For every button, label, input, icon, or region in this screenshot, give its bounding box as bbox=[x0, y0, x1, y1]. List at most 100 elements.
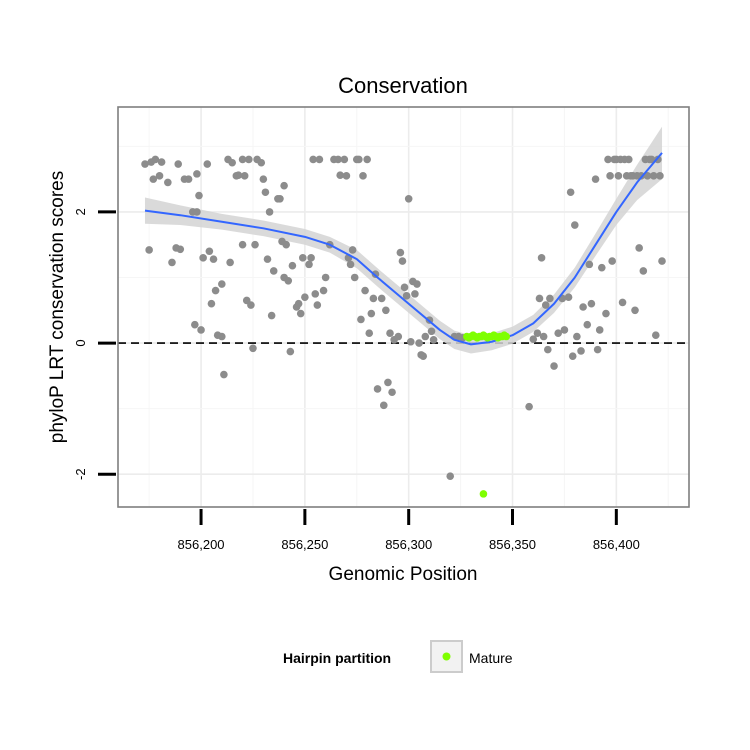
data-point bbox=[577, 347, 585, 355]
data-point bbox=[583, 320, 592, 329]
data-point bbox=[309, 155, 317, 164]
data-point bbox=[394, 332, 403, 341]
data-point bbox=[286, 347, 295, 356]
data-point bbox=[421, 332, 430, 341]
data-point bbox=[446, 472, 455, 480]
data-point bbox=[379, 401, 388, 410]
data-point bbox=[157, 158, 166, 166]
data-point bbox=[193, 170, 201, 178]
data-point bbox=[228, 158, 236, 167]
data-point bbox=[348, 246, 357, 254]
data-point bbox=[533, 329, 542, 338]
data-point bbox=[357, 315, 365, 324]
data-point bbox=[525, 402, 533, 411]
legend-key-box bbox=[430, 640, 463, 673]
data-point bbox=[284, 276, 293, 285]
data-point bbox=[205, 247, 214, 256]
data-point bbox=[176, 245, 185, 254]
confidence-band-area bbox=[144, 126, 663, 354]
data-point bbox=[321, 273, 330, 282]
data-point bbox=[141, 160, 149, 168]
data-point bbox=[658, 257, 666, 265]
data-point bbox=[261, 188, 270, 197]
x-tick-label: 856,400 bbox=[593, 537, 640, 552]
data-point bbox=[624, 155, 633, 164]
legend-title: Hairpin partition bbox=[283, 650, 391, 666]
data-point bbox=[363, 155, 371, 164]
x-axis-ticks: 856,200 856,250 856,300 856,350 856,400 bbox=[178, 509, 640, 552]
data-point bbox=[585, 260, 594, 269]
data-point bbox=[359, 172, 367, 180]
data-point bbox=[164, 178, 172, 187]
data-point bbox=[282, 240, 290, 249]
data-point bbox=[415, 339, 423, 347]
data-point bbox=[259, 175, 268, 183]
data-point bbox=[220, 370, 228, 379]
data-point bbox=[193, 208, 201, 216]
data-point bbox=[656, 172, 664, 180]
data-point bbox=[288, 261, 297, 270]
data-point bbox=[234, 171, 243, 179]
data-point bbox=[257, 158, 266, 167]
data-point bbox=[195, 191, 203, 200]
data-point bbox=[419, 352, 428, 360]
data-point bbox=[631, 306, 639, 315]
data-point bbox=[267, 311, 276, 320]
legend-key-mature bbox=[442, 652, 451, 661]
data-point bbox=[384, 378, 392, 387]
data-point bbox=[199, 254, 207, 262]
data-point bbox=[319, 286, 328, 295]
points-mature bbox=[463, 331, 511, 498]
data-point bbox=[226, 258, 234, 267]
data-point bbox=[579, 303, 587, 311]
data-point bbox=[211, 286, 220, 295]
data-point-mature bbox=[502, 332, 511, 341]
data-point bbox=[315, 155, 324, 164]
data-point bbox=[606, 172, 614, 180]
data-point bbox=[263, 255, 272, 263]
data-point bbox=[587, 299, 596, 308]
data-point bbox=[400, 283, 409, 292]
plot-panel-border bbox=[117, 106, 690, 508]
data-point bbox=[249, 344, 257, 353]
data-point bbox=[643, 172, 652, 180]
data-point bbox=[529, 335, 538, 343]
data-point bbox=[350, 273, 359, 282]
data-point-mature bbox=[479, 490, 488, 498]
data-point bbox=[554, 329, 562, 338]
data-point bbox=[396, 248, 405, 257]
y-axis-ticks: -2 0 2 bbox=[73, 208, 116, 480]
data-point bbox=[571, 221, 579, 229]
data-point bbox=[402, 292, 411, 300]
data-point bbox=[197, 326, 205, 334]
y-tick-label: 2 bbox=[73, 208, 88, 215]
data-point bbox=[595, 326, 604, 334]
data-point bbox=[604, 155, 612, 164]
data-point bbox=[429, 335, 438, 344]
data-point bbox=[191, 320, 199, 329]
data-point bbox=[651, 331, 660, 339]
data-point bbox=[427, 327, 436, 336]
data-point bbox=[369, 294, 378, 303]
data-point bbox=[602, 309, 610, 318]
data-point bbox=[639, 267, 648, 275]
data-point bbox=[334, 155, 342, 164]
smooth-curve bbox=[144, 152, 663, 346]
data-point bbox=[406, 337, 415, 346]
data-point bbox=[203, 160, 212, 168]
data-point bbox=[377, 294, 386, 303]
data-point bbox=[298, 254, 307, 262]
data-point bbox=[218, 280, 226, 288]
y-axis-title: phyloP LRT conservation scores bbox=[47, 171, 68, 444]
data-point bbox=[367, 309, 376, 318]
data-point bbox=[342, 172, 351, 180]
data-point bbox=[573, 332, 581, 341]
data-point bbox=[608, 257, 616, 265]
data-point bbox=[398, 257, 407, 265]
data-point bbox=[546, 294, 554, 303]
data-point bbox=[564, 293, 573, 301]
data-point bbox=[151, 155, 160, 164]
legend: Hairpin partition Mature bbox=[283, 640, 513, 673]
data-point bbox=[346, 260, 355, 269]
x-tick-label: 856,300 bbox=[385, 537, 432, 552]
